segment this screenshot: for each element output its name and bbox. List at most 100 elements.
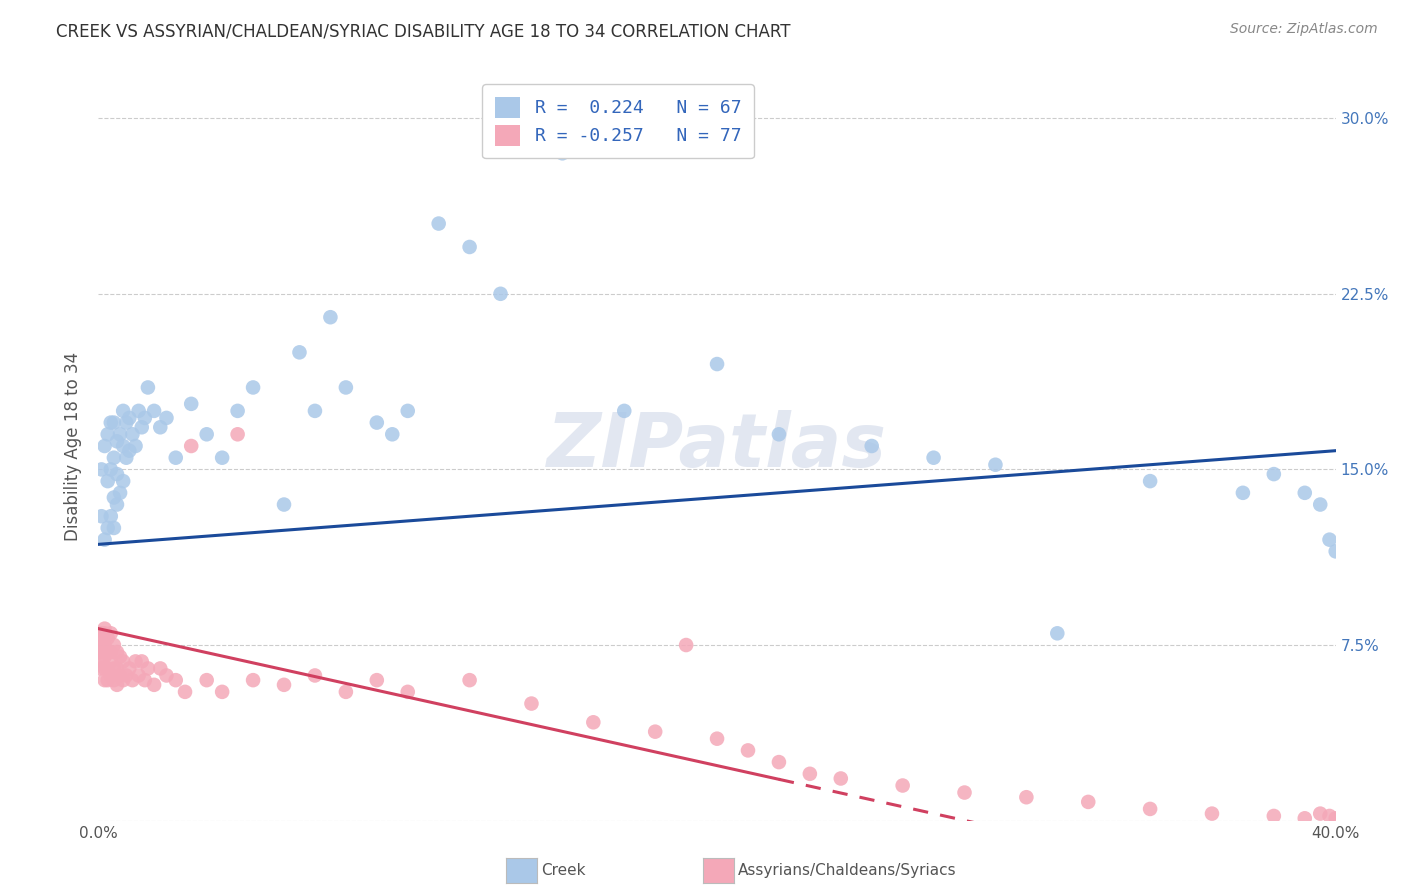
Point [90, 655, 112, 669]
Point [103, 450, 125, 465]
Point [93, 638, 115, 652]
Point [105, 498, 128, 512]
Point [118, 411, 141, 425]
Point [89, 645, 111, 659]
Point [226, 404, 249, 418]
Point [1340, 811, 1362, 825]
Point [93, 439, 115, 453]
Point [1294, 811, 1316, 825]
Point [124, 655, 146, 669]
Point [458, 673, 481, 688]
Point [103, 521, 125, 535]
Point [115, 668, 138, 682]
Point [1309, 806, 1331, 821]
Point [226, 427, 249, 442]
Point [211, 685, 233, 699]
Point [155, 411, 177, 425]
Point [93, 673, 115, 688]
Point [211, 450, 233, 465]
Point [128, 404, 150, 418]
Point [97, 474, 120, 488]
Point [105, 467, 128, 482]
Point [118, 661, 141, 675]
Point [582, 715, 605, 730]
Point [288, 345, 311, 359]
Point [1015, 790, 1038, 805]
Point [97, 521, 120, 535]
Point [335, 685, 357, 699]
Text: CREEK VS ASSYRIAN/CHALDEAN/SYRIAC DISABILITY AGE 18 TO 34 CORRELATION CHART: CREEK VS ASSYRIAN/CHALDEAN/SYRIAC DISABI… [56, 22, 790, 40]
Point [97, 673, 120, 688]
Point [304, 668, 326, 682]
Point [1324, 544, 1347, 558]
Point [90, 626, 112, 640]
Text: Creek: Creek [541, 863, 586, 878]
Point [427, 217, 450, 231]
Point [149, 661, 172, 675]
Point [644, 724, 666, 739]
Point [100, 626, 122, 640]
Point [93, 622, 115, 636]
Point [90, 509, 112, 524]
Point [108, 485, 131, 500]
Point [1139, 802, 1161, 816]
Point [97, 661, 120, 675]
Legend: R =  0.224   N = 67, R = -0.257   N = 77: R = 0.224 N = 67, R = -0.257 N = 77 [482, 84, 754, 159]
Point [108, 668, 131, 682]
Point [100, 462, 122, 476]
Point [891, 779, 914, 793]
Point [520, 697, 543, 711]
Point [830, 772, 852, 786]
Point [366, 416, 388, 430]
Point [1232, 485, 1254, 500]
Point [489, 286, 512, 301]
Point [396, 404, 419, 418]
Point [100, 668, 122, 682]
Point [768, 427, 790, 442]
Point [118, 443, 141, 458]
Point [155, 668, 177, 682]
Point [242, 673, 264, 688]
Point [97, 427, 120, 442]
Point [103, 416, 125, 430]
Point [165, 450, 187, 465]
Point [90, 462, 112, 476]
Point [103, 673, 125, 688]
Text: Assyrians/Chaldeans/Syriacs: Assyrians/Chaldeans/Syriacs [738, 863, 956, 878]
Text: ZIPatlas: ZIPatlas [547, 409, 887, 483]
Point [366, 673, 388, 688]
Point [100, 655, 122, 669]
Point [112, 439, 135, 453]
Y-axis label: Disability Age 18 to 34: Disability Age 18 to 34 [65, 351, 83, 541]
Point [124, 439, 146, 453]
Point [165, 673, 187, 688]
Point [90, 631, 112, 645]
Point [675, 638, 697, 652]
Point [1319, 809, 1341, 823]
Point [93, 533, 115, 547]
Point [195, 427, 218, 442]
Point [93, 649, 115, 664]
Point [273, 498, 295, 512]
Point [115, 450, 138, 465]
Point [97, 645, 120, 659]
Point [131, 655, 153, 669]
Point [922, 450, 945, 465]
Point [100, 645, 122, 659]
Point [1263, 809, 1285, 823]
Point [134, 673, 156, 688]
Point [242, 380, 264, 394]
Point [737, 743, 759, 757]
Point [458, 240, 481, 254]
Point [105, 645, 128, 659]
Point [93, 661, 115, 675]
Point [131, 420, 153, 434]
Point [100, 416, 122, 430]
Point [768, 755, 790, 769]
Point [112, 404, 135, 418]
Point [100, 509, 122, 524]
Point [706, 357, 728, 371]
Point [381, 427, 404, 442]
Point [121, 673, 143, 688]
Point [860, 439, 883, 453]
